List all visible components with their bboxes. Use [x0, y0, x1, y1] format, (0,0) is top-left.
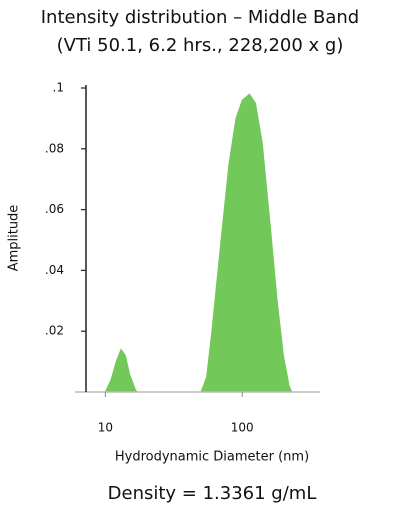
- y-tick-label: .04: [45, 263, 64, 277]
- y-tick-label: .02: [45, 324, 64, 338]
- y-tick-label: .08: [45, 141, 64, 155]
- chart-subtitle: (VTi 50.1, 6.2 hrs., 228,200 x g): [57, 35, 344, 56]
- chart-title: Intensity distribution – Middle Band: [41, 7, 359, 28]
- y-tick-label: .1: [53, 81, 64, 95]
- area: [104, 93, 293, 393]
- annotation: Density = 1.3361 g/mL: [108, 483, 317, 504]
- x-axis-label: Hydrodynamic Diameter (nm): [115, 450, 309, 465]
- x-tick-label: 10: [98, 421, 113, 435]
- y-tick-label: .06: [45, 202, 64, 216]
- y-axis-label: Amplitude: [7, 205, 22, 272]
- x-tick-label: 100: [231, 421, 254, 435]
